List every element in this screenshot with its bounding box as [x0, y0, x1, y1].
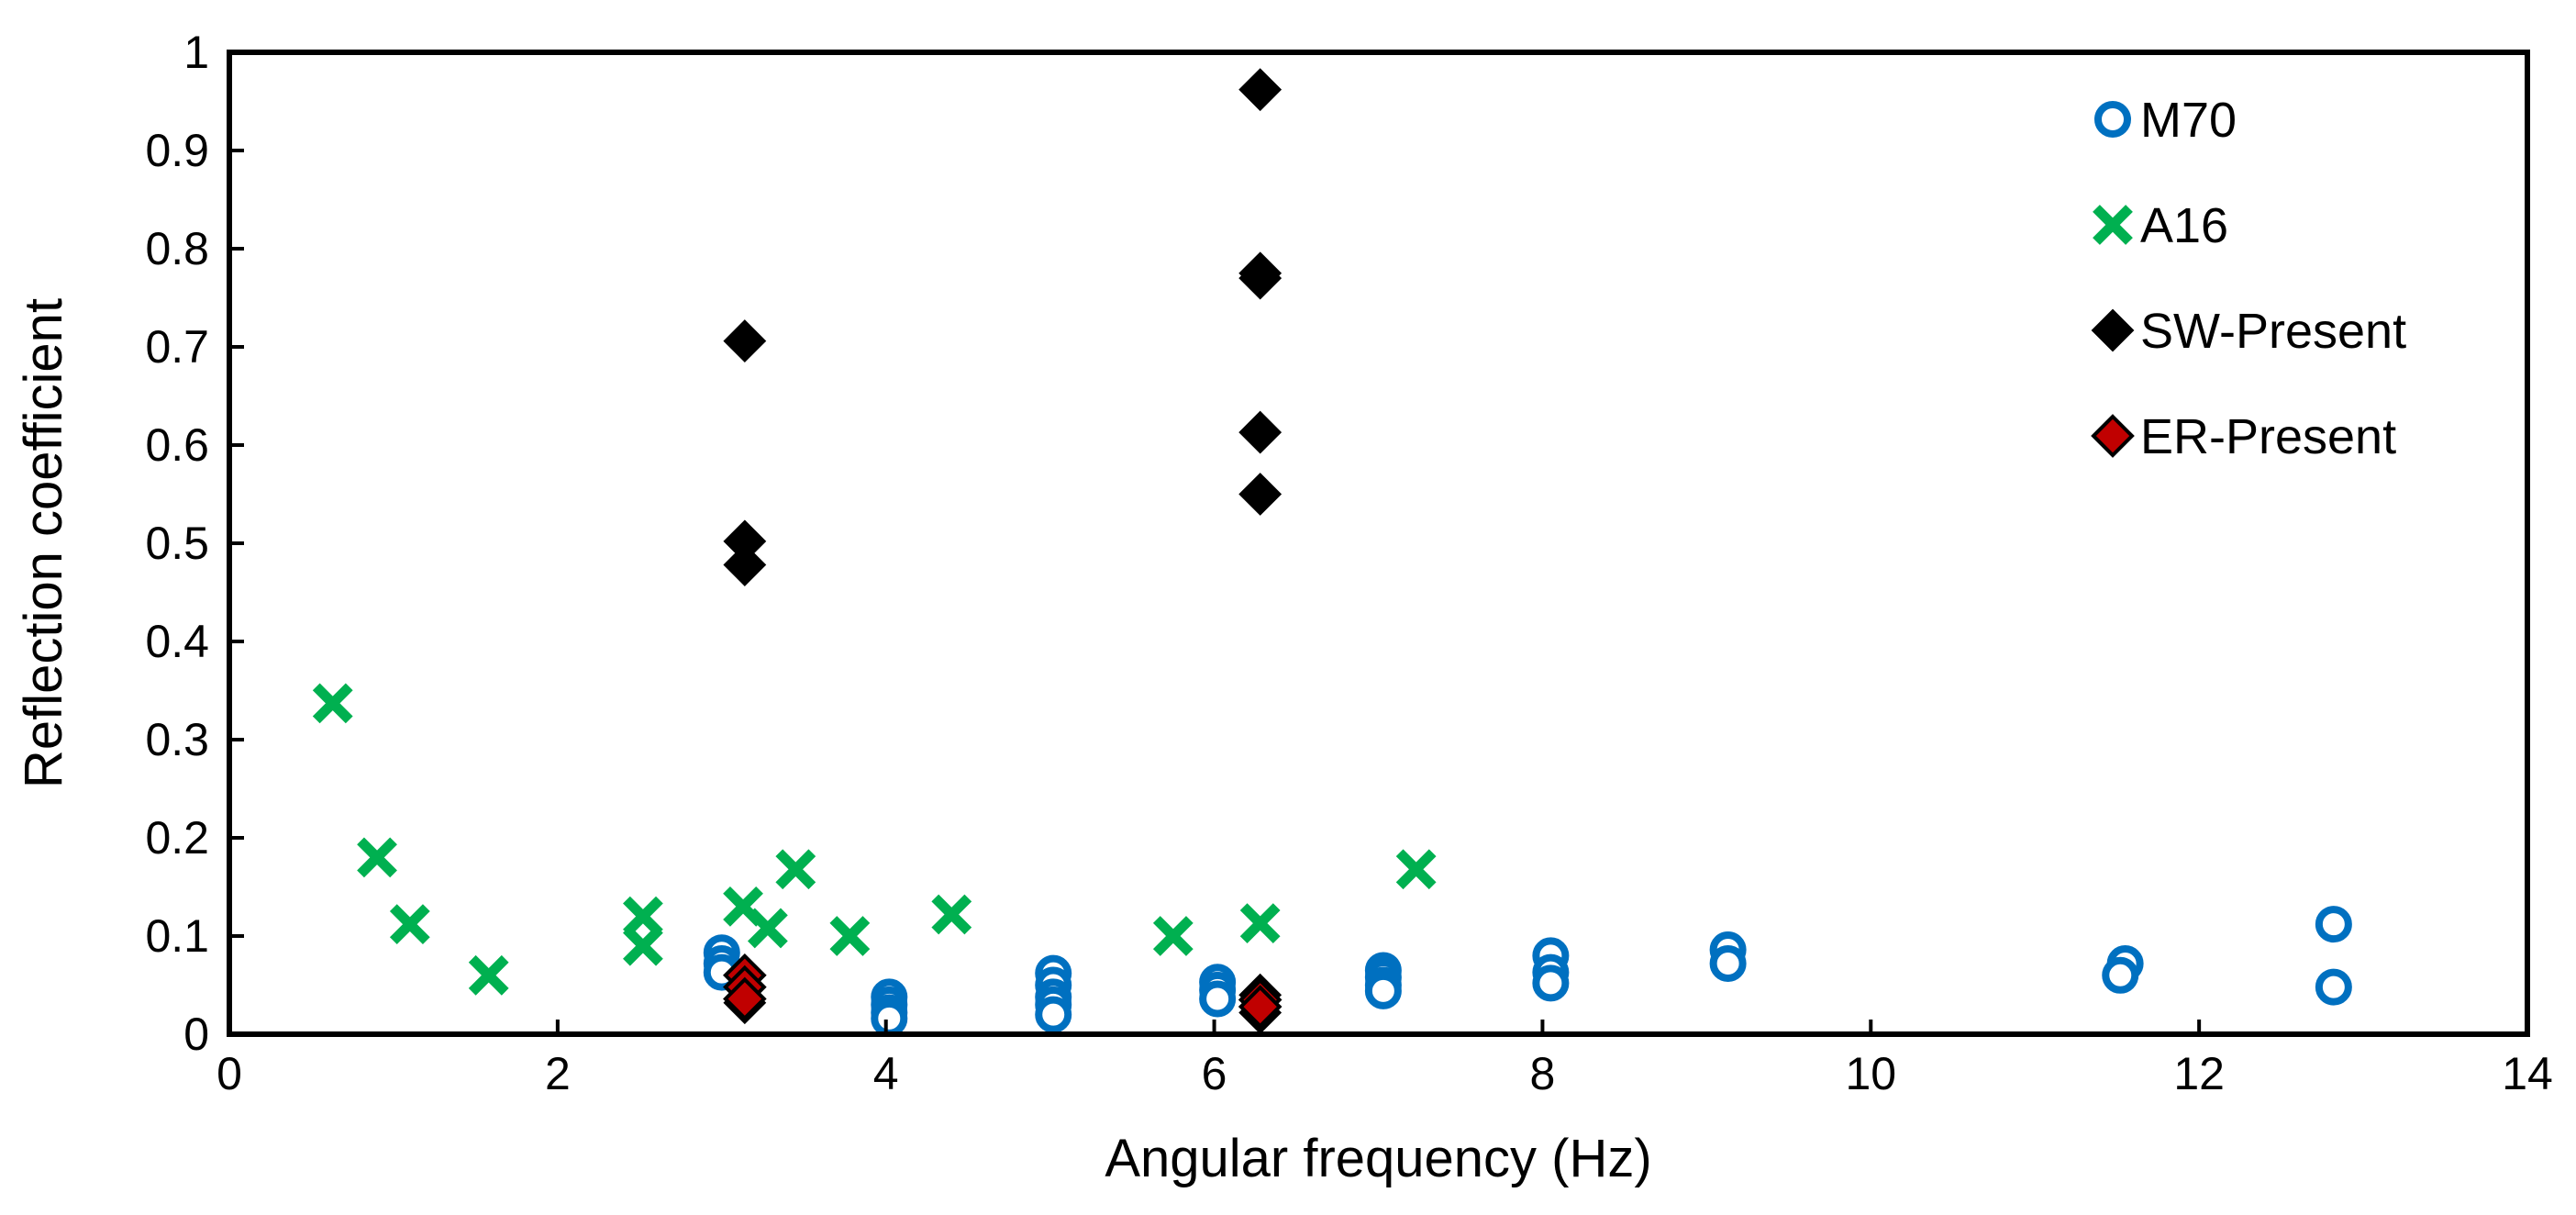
legend-item: A16	[2093, 198, 2228, 253]
data-point	[1532, 964, 1570, 1002]
y-tick-label: 0.9	[145, 125, 209, 176]
data-point	[312, 683, 353, 724]
data-point	[1152, 916, 1194, 956]
x-tick-label: 14	[2502, 1048, 2553, 1099]
y-tick-label: 0.1	[145, 910, 209, 962]
y-axis-title: Reflection coefficient	[14, 298, 73, 788]
data-point	[2102, 956, 2139, 994]
x-tick-label: 8	[1530, 1048, 1556, 1099]
data-point	[775, 849, 816, 890]
data-point	[1238, 410, 1282, 454]
data-point	[723, 543, 767, 586]
y-tick-label: 0.4	[145, 616, 209, 667]
legend-marker	[2093, 205, 2133, 245]
data-point	[2315, 968, 2352, 1006]
series-er-present	[723, 953, 1282, 1029]
x-axis-ticks: 0 2 4 6 8 10 12 14	[217, 1020, 2553, 1099]
x-tick-label: 12	[2173, 1048, 2225, 1099]
legend-item: M70	[2094, 93, 2237, 148]
data-point	[723, 319, 767, 362]
legend-marker	[2094, 101, 2131, 138]
legend-label: SW-Present	[2140, 304, 2406, 359]
data-point	[468, 954, 509, 996]
y-axis-ticks: 0 0.1 0.2 0.3 0.4 0.5 0.6 0.7 0.8 0.9 1	[145, 27, 244, 1060]
data-point	[357, 837, 397, 878]
data-point	[931, 894, 972, 935]
x-tick-label: 10	[1845, 1048, 1896, 1099]
data-point	[2315, 906, 2352, 943]
data-point	[389, 904, 430, 945]
data-point	[829, 916, 871, 956]
y-tick-label: 1	[183, 27, 209, 78]
x-tick-label: 4	[873, 1048, 899, 1099]
data-point	[1238, 985, 1282, 1029]
legend-marker	[2091, 308, 2135, 352]
legend-label: ER-Present	[2140, 409, 2396, 464]
data-marks	[312, 68, 2352, 1037]
data-point	[623, 925, 663, 966]
legend-item: ER-Present	[2091, 409, 2396, 464]
y-tick-label: 0.5	[145, 518, 209, 569]
x-tick-label: 2	[545, 1048, 571, 1099]
data-point	[1199, 980, 1237, 1018]
y-tick-label: 0.8	[145, 223, 209, 274]
data-point	[747, 908, 788, 949]
y-tick-label: 0.7	[145, 321, 209, 373]
x-tick-label: 6	[1202, 1048, 1227, 1099]
data-point	[1364, 972, 1402, 1009]
data-point	[1238, 473, 1282, 516]
legend-label: M70	[2140, 93, 2237, 148]
legend-marker	[2091, 414, 2135, 458]
legend-label: A16	[2140, 198, 2228, 253]
y-tick-label: 0.2	[145, 812, 209, 864]
data-point	[1238, 256, 1282, 300]
y-tick-label: 0.6	[145, 419, 209, 471]
data-point	[1239, 903, 1281, 943]
data-point	[1238, 68, 1282, 112]
data-point	[723, 976, 767, 1021]
data-point	[871, 999, 908, 1037]
y-tick-label: 0	[183, 1009, 209, 1060]
data-point	[1395, 849, 1437, 890]
legend: M70 A16 SW-Present ER-Present	[2091, 93, 2406, 464]
x-axis-title: Angular frequency (Hz)	[1105, 1129, 1651, 1188]
data-point	[1035, 996, 1072, 1033]
legend-item: SW-Present	[2091, 304, 2406, 359]
series-a16	[312, 683, 1437, 996]
data-point	[1709, 944, 1747, 982]
x-tick-label: 0	[217, 1048, 242, 1099]
y-tick-label: 0.3	[145, 714, 209, 765]
data-point	[623, 896, 663, 937]
